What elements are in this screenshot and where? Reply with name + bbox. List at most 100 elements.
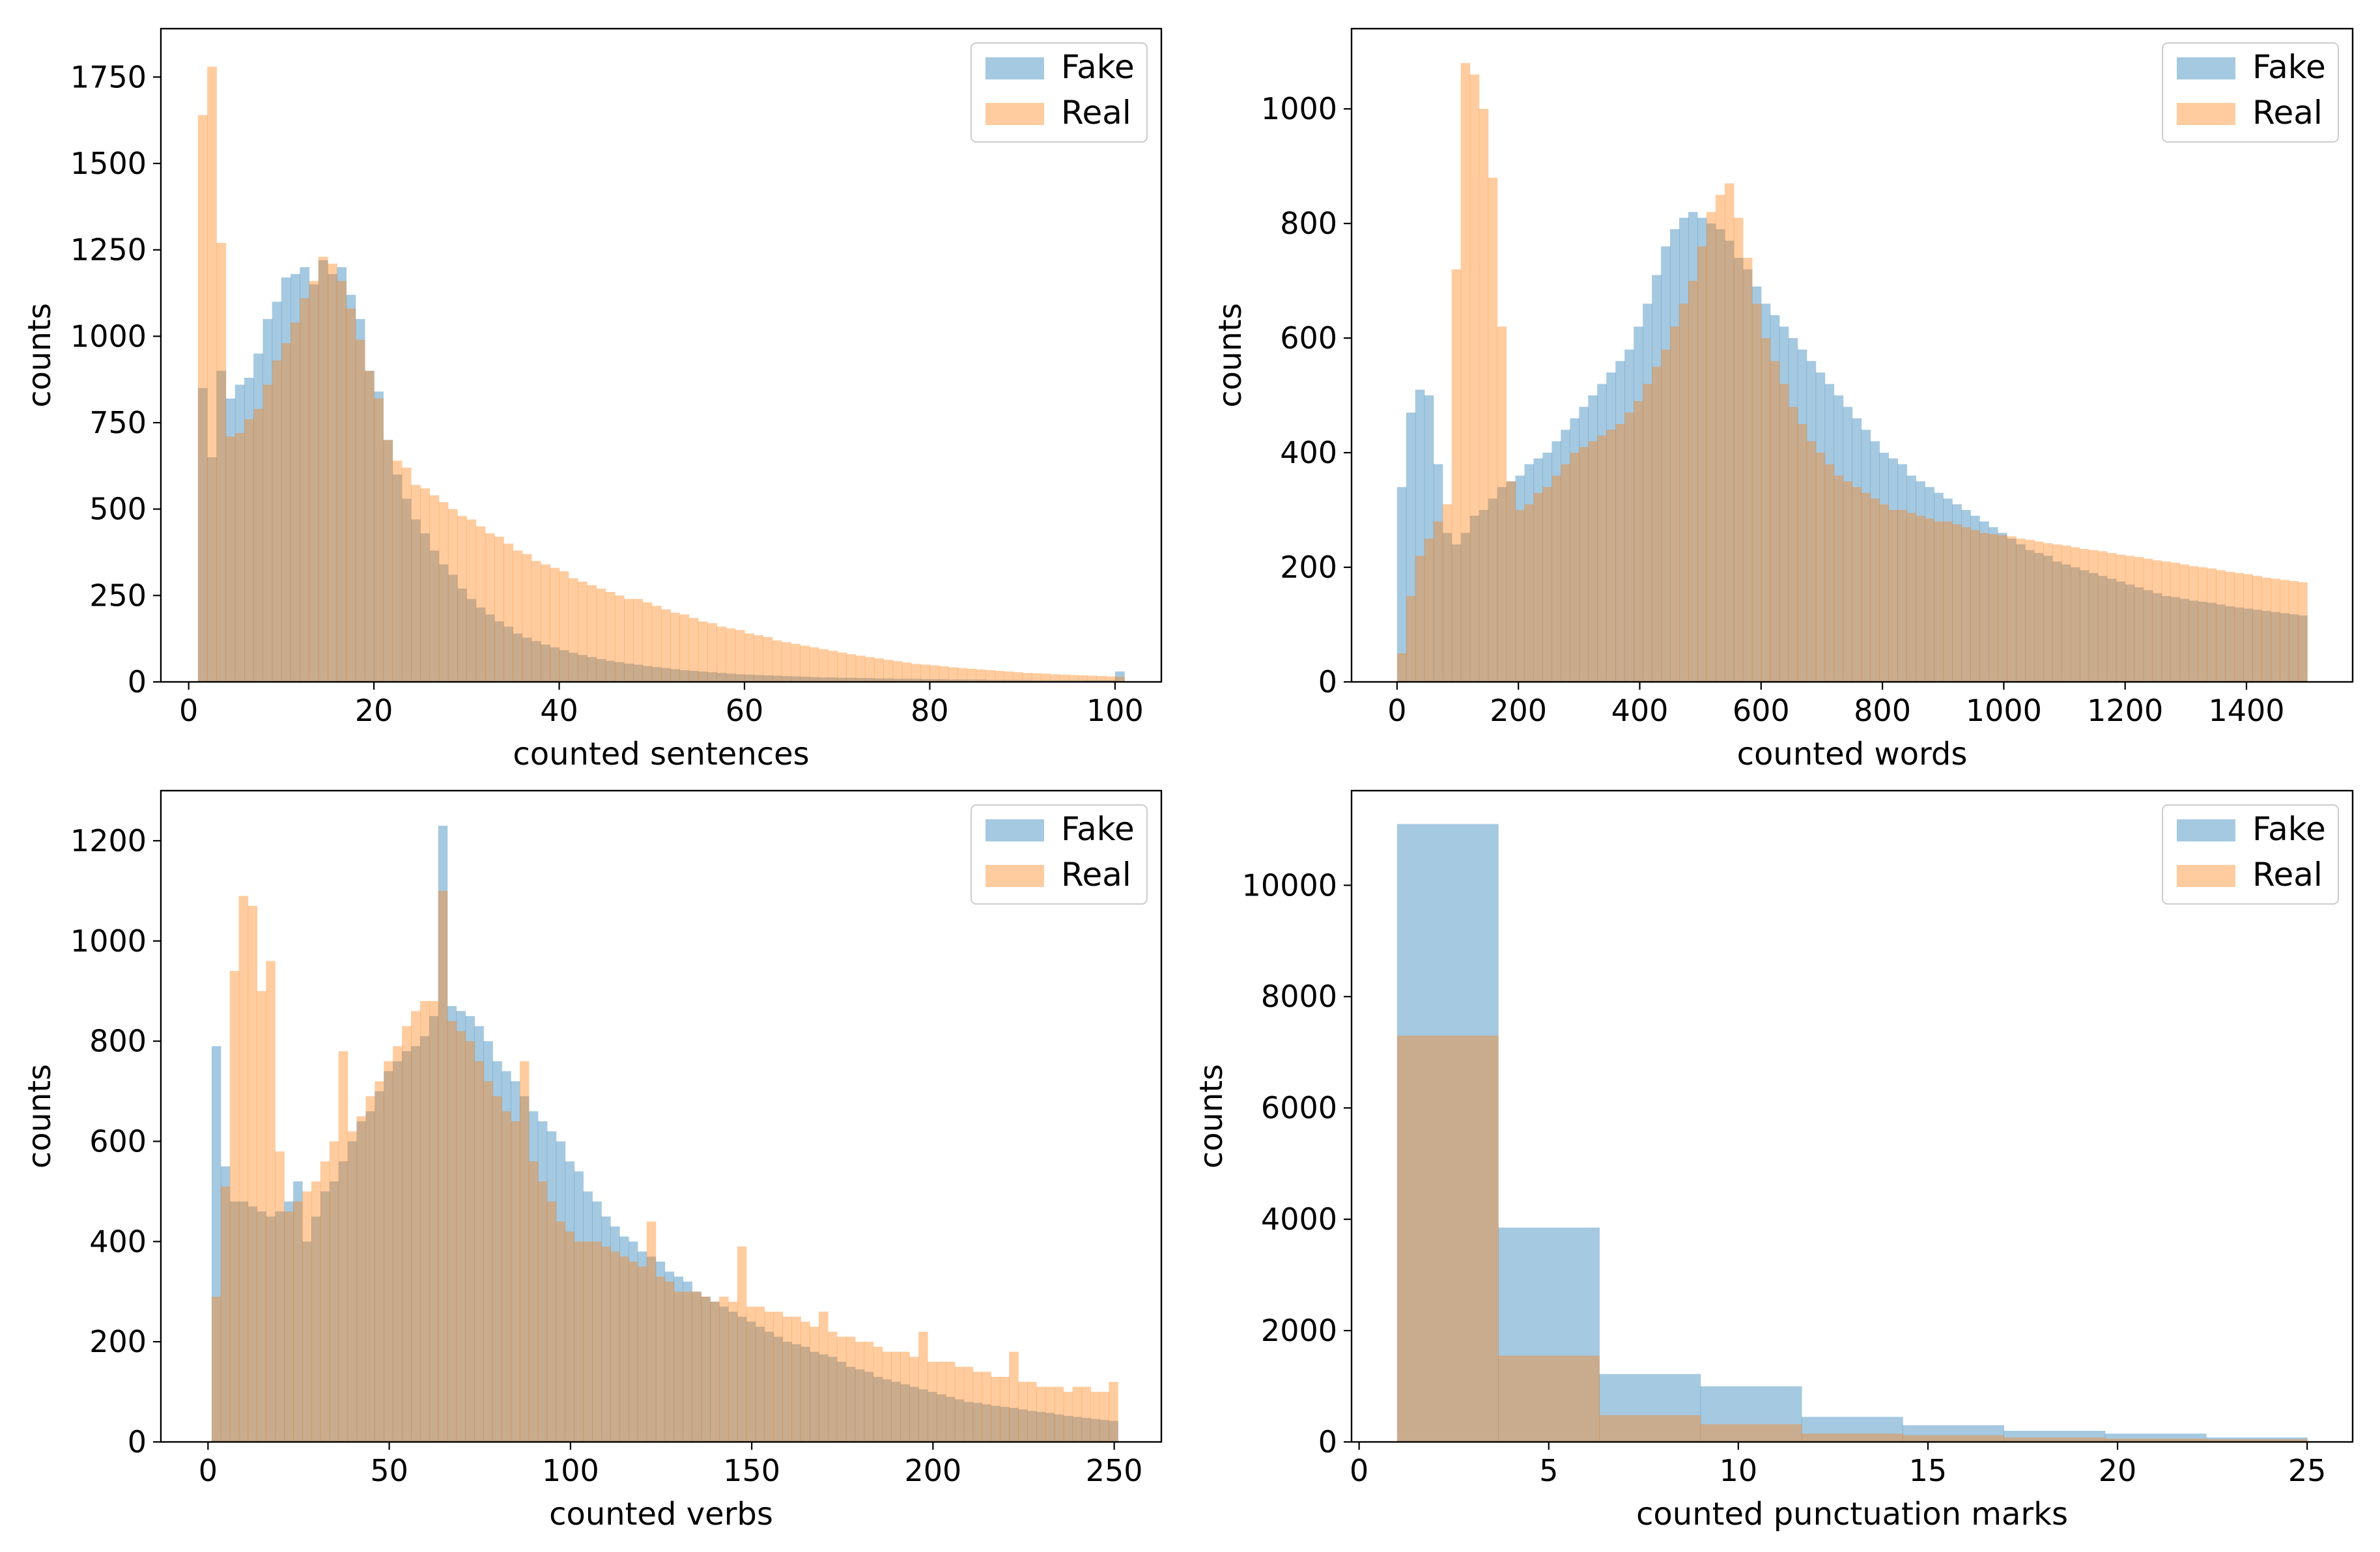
histogram-bar-fake — [836, 1361, 847, 1442]
histogram-bar-fake — [1679, 218, 1689, 682]
series-real — [211, 890, 1118, 1442]
histogram-bar-fake — [1063, 1416, 1073, 1442]
histogram-bar-real — [1059, 674, 1070, 682]
histogram-bar-real — [646, 1221, 657, 1442]
histogram-bar-real — [338, 1051, 348, 1442]
y-tick-label: 0 — [1318, 664, 1337, 699]
histogram-bar-fake — [384, 1071, 393, 1442]
sentences-histogram-panel: 0 20 40 60 80 10002505007501000125015001750co… — [21, 27, 1163, 772]
histogram-bar-real — [763, 637, 773, 682]
histogram-bar-real — [519, 1061, 530, 1442]
histogram-bar-real — [2289, 581, 2299, 682]
histogram-bar-fake — [438, 564, 449, 682]
histogram-bar-real — [2043, 543, 2053, 682]
histogram-bar-real — [755, 1306, 765, 1442]
histogram-bar-fake — [976, 679, 986, 682]
histogram-bar-fake — [1579, 406, 1589, 682]
histogram-bar-real — [318, 257, 328, 682]
histogram-bar-real — [429, 1001, 439, 1442]
histogram-bar-fake — [744, 674, 754, 682]
histogram-bar-real — [800, 1321, 810, 1442]
histogram-bar-fake — [2143, 590, 2153, 682]
histogram-bar-fake — [1588, 395, 1598, 682]
histogram-bar-fake — [900, 1384, 910, 1442]
y-tick-label: 600 — [1280, 320, 1337, 356]
histogram-bar-fake — [985, 679, 995, 682]
histogram-bar-fake — [429, 550, 440, 682]
histogram-bar-fake — [411, 519, 421, 682]
histogram-bar-real — [828, 1331, 838, 1442]
histogram-bar-real — [1406, 596, 1416, 682]
histogram-bar-fake — [1027, 1411, 1037, 1442]
histogram-bar-fake — [1715, 229, 1725, 682]
histogram-bar-fake — [275, 1211, 285, 1442]
histogram-bar-fake — [502, 1071, 511, 1442]
histogram-bar-fake — [726, 673, 736, 682]
histogram-bar-fake — [1615, 361, 1625, 682]
histogram-bar-real — [1551, 475, 1561, 682]
histogram-bar-fake — [346, 294, 356, 682]
legend: Fake Real — [970, 804, 1148, 905]
histogram-bar-fake — [550, 647, 560, 682]
histogram-bar-fake — [1506, 481, 1516, 682]
histogram-bar-fake — [1099, 1420, 1109, 1442]
histogram-bar-fake — [1031, 680, 1041, 682]
histogram-bar-real — [929, 665, 940, 682]
histogram-bar-real — [1497, 326, 1507, 682]
histogram-bar-real — [2271, 578, 2280, 682]
histogram-bar-fake — [1424, 395, 1434, 682]
histogram-bar-fake — [466, 599, 477, 682]
histogram-bar-fake — [892, 679, 903, 682]
histogram-bar-real — [605, 592, 616, 682]
histogram-bar-real — [781, 642, 791, 682]
histogram-bar-fake — [1815, 372, 1826, 682]
histogram-bar-real — [2261, 577, 2271, 682]
histogram-bar-fake — [1989, 527, 1998, 682]
histogram-bar-real — [873, 1346, 883, 1442]
histogram-bar-fake — [541, 644, 550, 682]
histogram-bar-fake — [596, 658, 606, 682]
histogram-bar-real — [244, 419, 254, 682]
y-tick-label: 1500 — [70, 146, 147, 181]
histogram-bar-fake — [578, 655, 588, 682]
histogram-bar-real — [216, 243, 227, 682]
histogram-bar-fake — [1451, 544, 1462, 682]
histogram-bar-real — [1597, 435, 1607, 682]
histogram-bar-real — [2252, 576, 2262, 682]
histogram-bar-fake — [2097, 576, 2108, 682]
legend-label-fake: Fake — [1061, 810, 1135, 848]
histogram-bar-real — [1031, 673, 1041, 682]
histogram-bar-real — [337, 281, 347, 683]
histogram-bar-real — [2189, 566, 2199, 682]
histogram-bar-fake — [494, 621, 504, 682]
histogram-bar-fake — [1770, 315, 1780, 682]
histogram-bar-fake — [318, 260, 328, 682]
histogram-bar-fake — [1087, 680, 1098, 682]
histogram-bar-real — [624, 599, 634, 682]
histogram-bar-real — [2205, 1439, 2308, 1442]
histogram-bar-real — [1018, 1381, 1028, 1442]
y-axis-label: counts — [21, 303, 58, 407]
histogram-bar-real — [688, 617, 699, 682]
legend-swatch-fake — [2177, 57, 2235, 79]
histogram-bar-fake — [2216, 604, 2226, 682]
histogram-bar-fake — [300, 267, 310, 683]
histogram-bar-real — [991, 1377, 1000, 1442]
histogram-bar-real — [568, 578, 578, 682]
histogram-bar-real — [1888, 510, 1898, 682]
histogram-bar-real — [1934, 521, 1944, 682]
histogram-bar-fake — [782, 1342, 792, 1442]
histogram-bar-real — [429, 495, 440, 682]
histogram-bar-real — [284, 1211, 294, 1442]
histogram-bar-real — [1925, 518, 1934, 682]
series-real — [197, 66, 1125, 683]
histogram-bar-fake — [688, 671, 699, 682]
axes-frame — [160, 789, 1163, 1443]
histogram-bar-real — [1570, 453, 1580, 682]
histogram-bar-real — [1979, 533, 1989, 682]
histogram-bar-real — [401, 467, 412, 682]
histogram-bar-real — [810, 1327, 819, 1442]
y-tick-label: 2000 — [1261, 1313, 1337, 1348]
histogram-bar-fake — [2033, 553, 2044, 682]
histogram-bar-fake — [1479, 510, 1489, 682]
